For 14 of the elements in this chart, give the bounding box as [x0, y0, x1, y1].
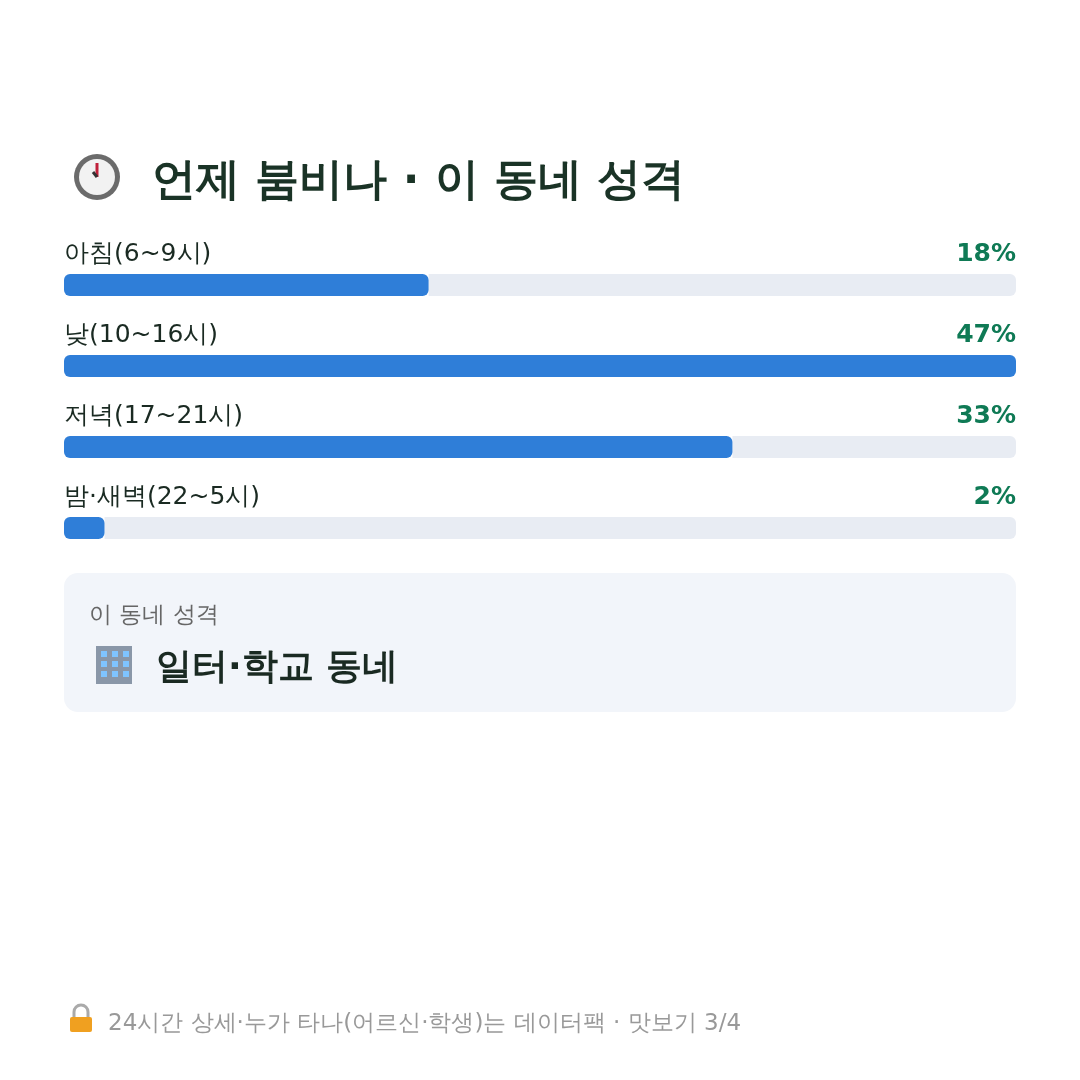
- text: 이 동네 성격: [89, 601, 219, 627]
- bar: [64, 517, 105, 539]
- text: 일터·학교 동네: [156, 645, 399, 686]
- y-tick-label: 저녁(17~21시): [64, 400, 244, 429]
- bar: [64, 355, 1016, 377]
- y-tick-label: 아침(6~9시): [64, 238, 212, 267]
- data-label: 18%: [956, 238, 1016, 267]
- data-label: 47%: [956, 319, 1016, 348]
- data-label: 33%: [956, 400, 1016, 429]
- chart-title: 언제 붐비나 · 이 동네 성격: [152, 153, 686, 204]
- data-label: 2%: [973, 481, 1016, 510]
- text: 24시간 상세·누가 타나(어르신·학생)는 데이터팩 · 맛보기 3/4: [108, 1009, 742, 1035]
- y-tick-label: 밤·새벽(22~5시): [64, 481, 261, 510]
- y-tick-label: 낮(10~16시): [64, 319, 219, 348]
